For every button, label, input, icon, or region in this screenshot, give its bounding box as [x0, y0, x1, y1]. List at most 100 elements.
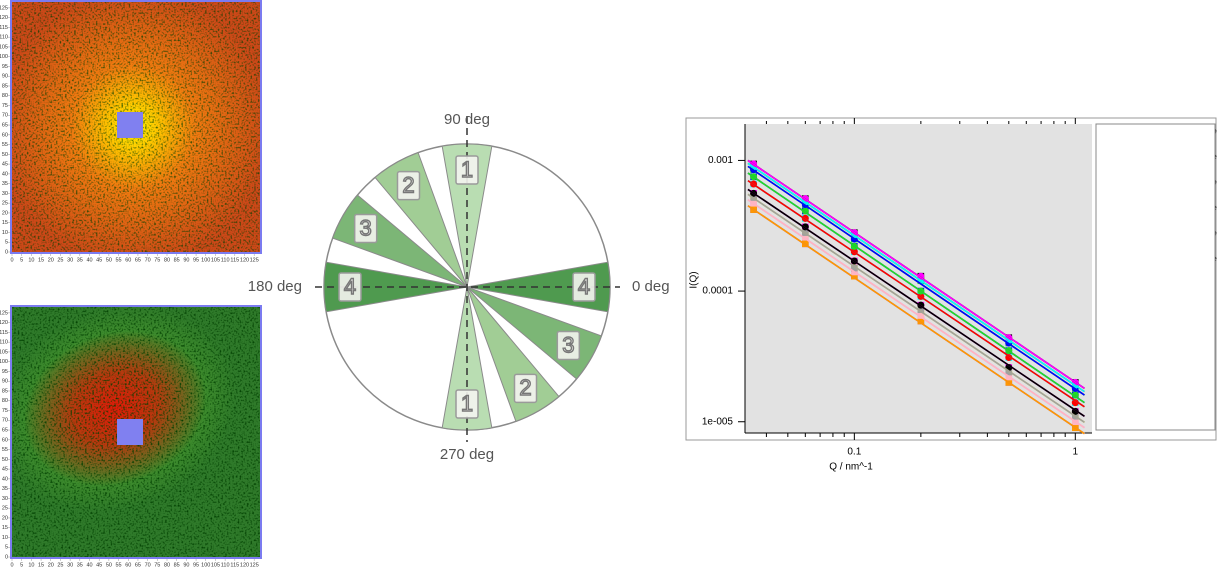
x-tick-label: 60	[125, 562, 131, 568]
data-point	[917, 312, 925, 319]
sector-label-box	[455, 155, 479, 185]
x-tick-label: 10	[28, 562, 34, 568]
y-tick-label: 55	[2, 447, 8, 453]
y-tick-label: 50	[2, 152, 8, 158]
data-point	[851, 264, 858, 272]
x-tick-label: 5	[20, 562, 23, 568]
fit-line	[747, 205, 1085, 435]
y-tick-label: 45	[2, 467, 8, 473]
x-tick-label: 75	[154, 562, 160, 568]
y-tick-label: 80	[2, 93, 8, 99]
y-tick-label: 50	[2, 457, 8, 463]
sector-label-box	[455, 389, 479, 419]
fit-line	[747, 172, 1085, 404]
x-tick-label: 35	[77, 257, 83, 263]
fit-line	[747, 199, 1085, 429]
y-tick-label: 35	[2, 181, 8, 187]
x-tick-label: 0	[10, 562, 13, 568]
x-tick-label: 15	[38, 562, 44, 568]
sector-label: 4	[344, 274, 356, 299]
x-tick-label: 65	[135, 257, 141, 263]
sector-label: 2	[402, 172, 414, 197]
y-tick-label: 115	[0, 25, 8, 31]
y-tick-label: 85	[2, 388, 8, 394]
y-tick-label: 10	[2, 230, 8, 236]
y-tick-label: 85	[2, 83, 8, 89]
y-tick-label: 70	[2, 418, 8, 424]
sector-label: 3	[562, 332, 574, 357]
y-tick-label: 60	[2, 132, 8, 138]
y-tick-label: 125	[0, 310, 8, 316]
y-tick-label: 105	[0, 349, 8, 355]
x-tick-label: 40	[86, 562, 92, 568]
fit-line	[747, 193, 1085, 423]
y-tick-label: 0.0001	[702, 286, 733, 297]
x-tick-label: 110	[221, 562, 230, 568]
x-tick-label: 115	[230, 257, 239, 263]
sector-diagram: 1 2 3 4 1 2 3 4 90 deg 180 deg 0 deg 270 deg	[248, 111, 670, 463]
sector-label-box	[338, 272, 362, 302]
y-tick-label: 80	[2, 398, 8, 404]
x-tick-label: 95	[193, 257, 199, 263]
x-tick-label: 120	[240, 562, 249, 568]
y-tick-label: 75	[2, 103, 8, 109]
x-tick-label: 50	[106, 257, 112, 263]
x-axis-label: Q / nm^-1	[829, 462, 873, 473]
x-tick-label: 90	[183, 562, 189, 568]
sector-label-box	[353, 213, 378, 244]
data-point	[917, 306, 925, 314]
x-tick-label: 115	[230, 562, 239, 568]
y-tick-label: 60	[2, 437, 8, 443]
y-tick-label: 0.001	[708, 155, 733, 166]
y-tick-label: 90	[2, 74, 8, 80]
y-tick-label: 10	[2, 535, 8, 541]
fit-line	[747, 162, 1085, 393]
x-tick-label: 70	[145, 562, 151, 568]
y-tick-label: 65	[2, 428, 8, 434]
x-tick-label: 70	[145, 257, 151, 263]
y-tick-label: 15	[2, 525, 8, 531]
fit-line	[747, 159, 1085, 390]
x-tick-label: 20	[48, 257, 54, 263]
y-tick-label: 0	[5, 554, 8, 560]
y-tick-label: 20	[2, 210, 8, 216]
x-tick-label: 85	[174, 257, 180, 263]
y-tick-label: 70	[2, 113, 8, 119]
y-tick-label: 100	[0, 359, 8, 365]
y-tick-label: 30	[2, 496, 8, 502]
x-tick-label: 25	[57, 257, 63, 263]
y-tick-label: 95	[2, 64, 8, 70]
sector-label: 1	[461, 391, 473, 416]
x-tick-label: 30	[67, 257, 73, 263]
x-tick-label: 0	[10, 257, 13, 263]
y-tick-label: 75	[2, 408, 8, 414]
heatmap-image	[10, 0, 262, 254]
x-tick-label: 110	[221, 257, 230, 263]
x-tick-label: 20	[48, 562, 54, 568]
x-tick-label: 120	[240, 257, 249, 263]
y-tick-label: 25	[2, 201, 8, 207]
y-tick-label: 100	[0, 54, 8, 60]
angle-label: 270 deg	[440, 446, 494, 463]
sector-label: 3	[360, 215, 372, 240]
x-tick-label: 125	[250, 562, 259, 568]
y-tick-label: 1e-005	[702, 416, 734, 427]
y-tick-label: 105	[0, 44, 8, 50]
y-tick-label: 90	[2, 379, 8, 385]
x-tick-label: 25	[57, 562, 63, 568]
x-tick-label: 125	[250, 257, 259, 263]
x-tick-label: 65	[135, 562, 141, 568]
y-tick-label: 120	[0, 15, 8, 21]
fit-line	[747, 165, 1085, 396]
y-tick-label: 65	[2, 123, 8, 129]
sector-label-box	[396, 170, 421, 201]
heatmap-image	[10, 305, 262, 559]
y-tick-label: 30	[2, 191, 8, 197]
y-tick-label: 5	[5, 545, 8, 551]
data-point	[802, 233, 809, 241]
y-tick-label: 125	[0, 5, 8, 11]
angle-label: 90 deg	[444, 111, 490, 128]
sector-label-box	[572, 272, 596, 302]
x-tick-label: 105	[211, 562, 220, 568]
